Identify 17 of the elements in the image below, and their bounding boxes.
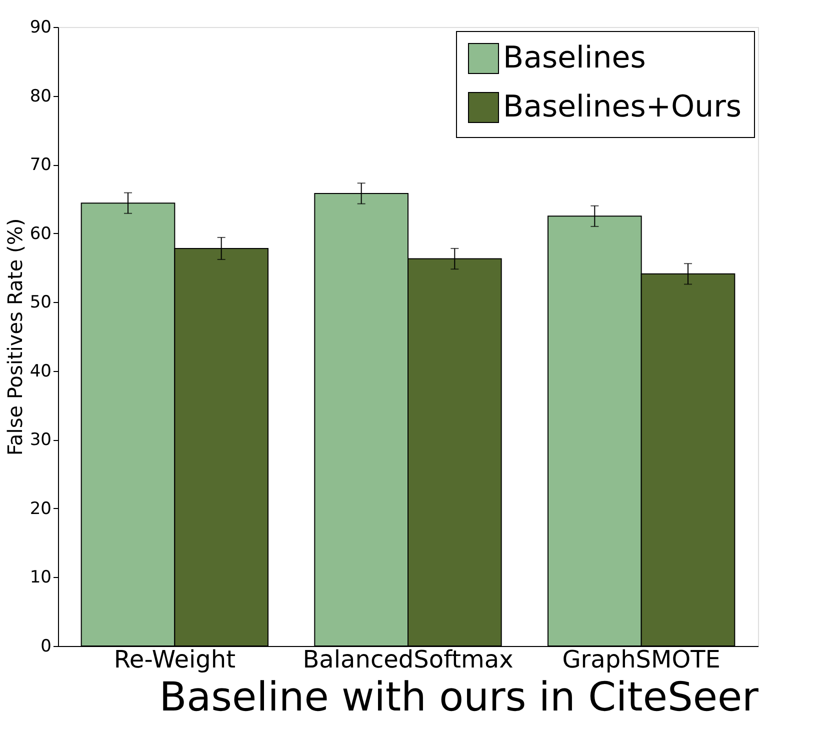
y-tick-label: 60 — [30, 224, 52, 244]
x-tick-label: GraphSMOTE — [562, 646, 720, 674]
y-tick-label: 40 — [30, 361, 52, 382]
x-axis-title: Baseline with ours in CiteSeer — [159, 674, 760, 720]
y-tick-label: 80 — [30, 86, 52, 106]
legend-label: Baselines+Ours — [503, 90, 742, 124]
legend-label: Baselines — [503, 40, 646, 76]
x-tick-label: BalancedSoftmax — [302, 646, 514, 674]
x-tick-label: Re-Weight — [114, 646, 236, 674]
y-tick-label: 30 — [30, 430, 52, 450]
y-tick-label: 70 — [30, 155, 52, 176]
y-tick-label: 20 — [30, 498, 52, 519]
y-tick-label: 0 — [40, 636, 52, 656]
y-tick-label: 50 — [30, 292, 52, 313]
y-tick-label: 90 — [30, 18, 52, 38]
y-tick-label: 10 — [30, 568, 52, 588]
y-axis-title: False Positives Rate (%) — [2, 218, 27, 456]
